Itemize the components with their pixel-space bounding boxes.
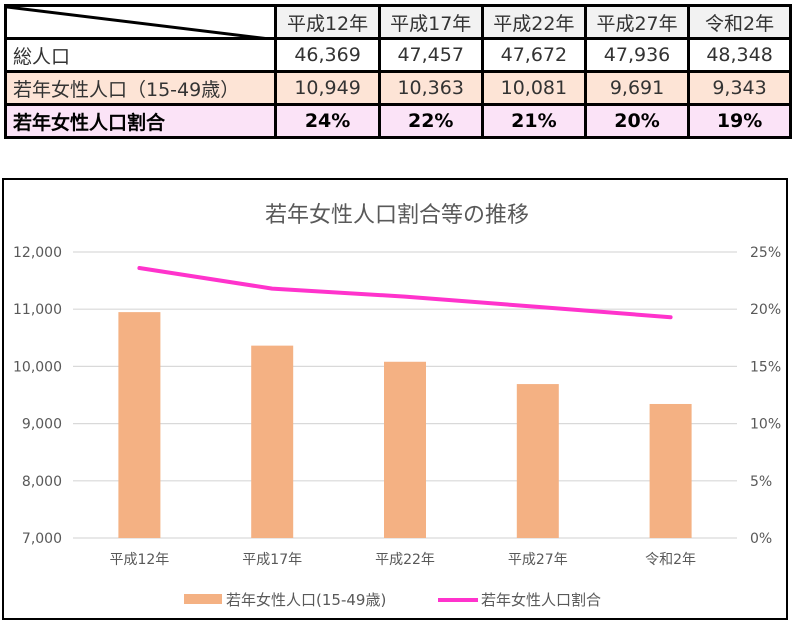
left-axis: 12,000 11,000 10,000 9,000 8,000 7,000 xyxy=(13,245,62,547)
bar xyxy=(516,384,559,538)
bar xyxy=(251,345,294,538)
right-tick-label: 15% xyxy=(750,359,781,375)
ratio-line xyxy=(137,266,673,320)
table-cell: 47,936 xyxy=(583,37,691,73)
header-cell: 平成17年 xyxy=(377,4,484,40)
table-cell: 47,672 xyxy=(480,37,587,73)
right-axis: 25% 20% 15% 10% 5% 0% xyxy=(750,245,781,547)
left-tick-label: 7,000 xyxy=(22,531,62,547)
left-tick-label: 12,000 xyxy=(13,245,62,261)
x-tick-label: 令和2年 xyxy=(645,552,696,568)
right-tick-label: 10% xyxy=(750,417,781,433)
header-cell: 平成12年 xyxy=(274,4,381,40)
table-cell: 48,348 xyxy=(687,37,792,73)
table-cell: 47,457 xyxy=(377,37,484,73)
right-tick-label: 0% xyxy=(750,531,772,547)
x-tick-label: 平成12年 xyxy=(109,552,169,568)
table-cell: 10,081 xyxy=(480,70,587,106)
table-cell: 10,363 xyxy=(377,70,484,106)
table-cell: 9,343 xyxy=(687,70,792,106)
x-tick-label: 平成17年 xyxy=(242,552,302,568)
legend: 若年女性人口(15-49歳) 若年女性人口割合 xyxy=(184,591,601,609)
right-tick-label: 25% xyxy=(750,245,781,261)
population-table: 平成12年 平成17年 平成22年 平成27年 令和2年 総人口 46,369 … xyxy=(3,4,792,139)
table-cell: 9,691 xyxy=(583,70,691,106)
line-series xyxy=(137,266,673,320)
left-tick-label: 9,000 xyxy=(22,417,62,433)
corner-cell xyxy=(3,4,278,40)
left-tick-label: 8,000 xyxy=(22,474,62,490)
x-axis: 平成12年 平成17年 平成22年 平成27年 令和2年 xyxy=(109,552,696,568)
bar xyxy=(649,403,692,538)
row-label: 総人口 xyxy=(3,37,278,73)
table-cell: 22% xyxy=(377,103,484,139)
legend-line-label: 若年女性人口割合 xyxy=(481,591,601,609)
table-row-young-female-ratio: 若年女性人口割合 24% 22% 21% 20% 19% xyxy=(3,103,792,139)
chart-container: 若年女性人口割合等の推移 12,000 11,000 10,000 9,000 8,00… xyxy=(2,178,788,620)
table-cell: 19% xyxy=(687,103,792,139)
right-tick-label: 5% xyxy=(750,474,772,490)
table-cell: 20% xyxy=(583,103,691,139)
bar xyxy=(118,312,161,538)
left-tick-label: 10,000 xyxy=(13,359,62,375)
right-tick-label: 20% xyxy=(750,302,781,318)
header-cell: 平成27年 xyxy=(583,4,691,40)
table-cell: 21% xyxy=(480,103,587,139)
chart-title: 若年女性人口割合等の推移 xyxy=(265,203,529,228)
header-cell: 令和2年 xyxy=(687,4,792,40)
combo-chart: 若年女性人口割合等の推移 12,000 11,000 10,000 9,000 8,00… xyxy=(13,203,781,609)
x-tick-label: 平成22年 xyxy=(375,552,435,568)
table-header-row: 平成12年 平成17年 平成22年 平成27年 令和2年 xyxy=(3,4,792,40)
legend-bar-swatch xyxy=(184,594,222,604)
diagonal-line xyxy=(7,7,278,40)
table-cell: 10,949 xyxy=(274,70,381,106)
left-tick-label: 11,000 xyxy=(13,302,62,318)
legend-bar-label: 若年女性人口(15-49歳) xyxy=(226,591,386,609)
header-cell: 平成22年 xyxy=(480,4,587,40)
row-label: 若年女性人口（15-49歳） xyxy=(3,70,278,106)
table-cell: 24% xyxy=(274,103,381,139)
bar-series xyxy=(118,312,692,538)
row-label: 若年女性人口割合 xyxy=(3,103,278,139)
bar xyxy=(384,361,426,538)
table-row-total-population: 総人口 46,369 47,457 47,672 47,936 48,348 xyxy=(3,37,792,73)
table-row-young-female-population: 若年女性人口（15-49歳） 10,949 10,363 10,081 9,69… xyxy=(3,70,792,106)
x-tick-label: 平成27年 xyxy=(508,552,568,568)
table-cell: 46,369 xyxy=(274,37,381,73)
